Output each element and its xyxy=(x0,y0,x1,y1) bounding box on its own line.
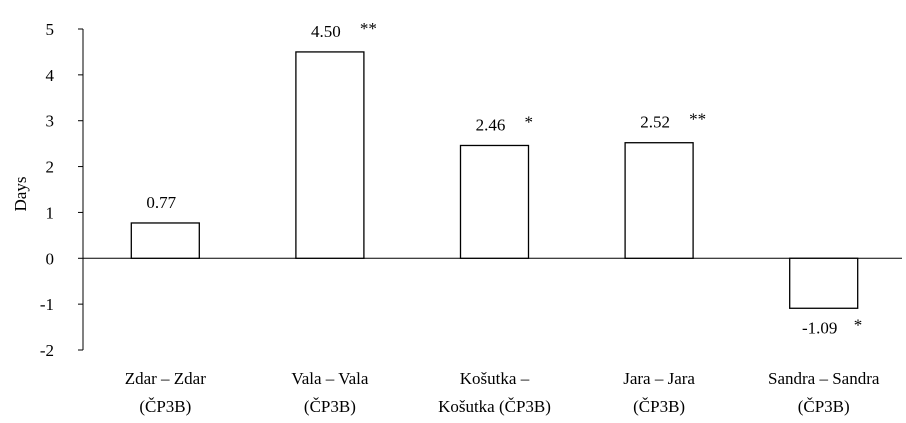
y-tick-label: -2 xyxy=(40,341,54,360)
bar xyxy=(295,51,365,259)
y-tick-label: -1 xyxy=(40,295,54,314)
data-label: 0.77 xyxy=(146,193,176,212)
category-label: Zdar – Zdar xyxy=(125,369,207,388)
y-tick-label: 1 xyxy=(46,203,55,222)
y-tick-label: 0 xyxy=(46,249,55,268)
category-label: Jara – Jara xyxy=(623,369,695,388)
y-tick-label: 3 xyxy=(46,112,55,131)
category-label: Košutka – xyxy=(460,369,530,388)
bar xyxy=(624,142,694,259)
category-label: Sandra – Sandra xyxy=(768,369,880,388)
y-tick-label: 4 xyxy=(46,66,55,85)
significance-marker: ** xyxy=(689,110,706,129)
bar xyxy=(789,257,859,309)
category-label: (ČP3B) xyxy=(304,397,356,416)
significance-marker: * xyxy=(854,315,863,334)
category-label: (ČP3B) xyxy=(139,397,191,416)
bars xyxy=(130,51,859,309)
data-label: 2.46 xyxy=(476,115,506,134)
data-label: 2.52 xyxy=(640,113,670,132)
y-tick-label: 2 xyxy=(46,158,55,177)
data-label: -1.09 xyxy=(802,318,837,337)
y-tick-label: 5 xyxy=(46,20,55,39)
category-label: Vala – Vala xyxy=(291,369,369,388)
category-label: Košutka (ČP3B) xyxy=(438,397,551,416)
category-label: (ČP3B) xyxy=(633,397,685,416)
bar xyxy=(130,222,200,259)
significance-marker: ** xyxy=(360,19,377,38)
axes: 5 4 3 2 1 0 -1 -2 xyxy=(40,20,902,360)
category-label: (ČP3B) xyxy=(798,397,850,416)
data-label: 4.50 xyxy=(311,22,341,41)
bar xyxy=(459,144,530,259)
y-axis-title: Days xyxy=(11,177,30,212)
data-labels: 0.77 4.50 ** 2.46 * 2.52 ** -1.09 * xyxy=(146,19,862,337)
category-labels: Zdar – Zdar (ČP3B) Vala – Vala (ČP3B) Košutk… xyxy=(125,369,880,416)
significance-marker: * xyxy=(525,112,534,131)
